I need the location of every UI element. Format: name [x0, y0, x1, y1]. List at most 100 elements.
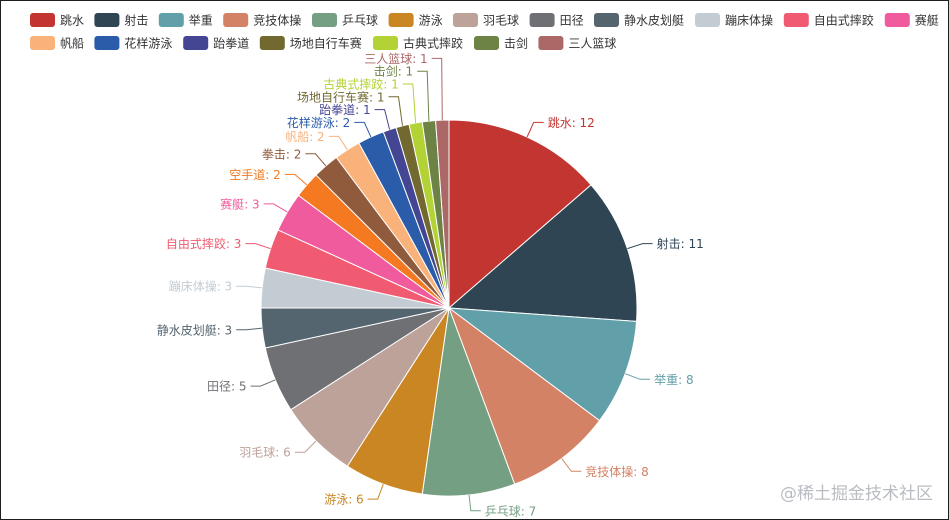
pie-slices — [260, 119, 638, 497]
label-line-item-7 — [294, 440, 317, 453]
pie-slice-item-1[interactable] — [448, 119, 592, 310]
legend-label: 静水皮划艇 — [624, 14, 684, 28]
legend-item-item-16[interactable]: 花样游泳 — [94, 36, 172, 51]
legend-label: 射击 — [124, 13, 148, 28]
legend-swatch — [223, 13, 249, 27]
legend-item-item-5[interactable]: 乒乓球 — [312, 13, 378, 28]
legend-item-item-7[interactable]: 羽毛球 — [453, 13, 519, 28]
legend-label: 乒乓球 — [342, 14, 378, 28]
slice-label-item-12: 赛艇: 3 — [220, 196, 260, 211]
label-line-item-2 — [627, 243, 653, 250]
slice-label-item-20: 击剑: 1 — [374, 64, 414, 79]
label-line-item-4 — [561, 458, 582, 472]
slice-labels: 跳水: 12 射击: 11 举重: 8 竞技体操: 8 乒乓球: 7 游泳: 6 羽毛球: … — [157, 51, 704, 518]
legend-swatch — [183, 36, 209, 50]
slice-label-item-1: 跳水: 12 — [548, 116, 595, 130]
legend-item-item-3[interactable]: 举重 — [158, 13, 213, 28]
legend-label: 蹦床体操 — [725, 13, 773, 28]
label-line-item-8 — [250, 379, 276, 387]
label-line-item-18 — [388, 96, 403, 126]
legend-label: 游泳 — [419, 14, 443, 28]
legend-swatch — [259, 36, 285, 50]
label-line-item-15 — [328, 135, 348, 151]
legend-item-item-18[interactable]: 场地自行车赛 — [259, 36, 362, 51]
legend-label: 场地自行车赛 — [290, 36, 362, 51]
legend-item-item-8[interactable]: 田径 — [529, 13, 584, 28]
slice-label-item-21: 三人篮球: 1 — [364, 51, 428, 66]
legend-swatch — [158, 13, 184, 27]
legend-item-item-21[interactable]: 三人篮球 — [538, 36, 616, 51]
legend-label: 三人篮球 — [568, 36, 616, 51]
slice-label-item-18: 场地自行车赛: 1 — [297, 89, 385, 104]
legend-item-item-6[interactable]: 游泳 — [388, 13, 443, 28]
legend-swatch — [529, 13, 555, 27]
slice-label-item-13: 空手道: 2 — [229, 168, 281, 182]
legend-swatch — [695, 13, 720, 27]
slice-label-item-5: 乒乓球: 7 — [485, 504, 537, 518]
legend-item-item-19[interactable]: 古典式摔跤 — [373, 36, 463, 51]
legend-swatch — [388, 13, 414, 27]
legend-swatch — [453, 13, 478, 27]
slice-label-item-2: 射击: 11 — [657, 236, 704, 251]
label-line-item-14 — [305, 153, 327, 167]
legend-label: 自由式摔跤 — [814, 13, 874, 28]
legend-item-item-12[interactable]: 赛艇 — [884, 13, 939, 28]
legend-swatch — [94, 36, 120, 50]
legend-swatch — [312, 13, 337, 27]
legend-swatch — [30, 13, 55, 27]
legend-item-item-1[interactable]: 跳水 — [30, 13, 84, 28]
legend-label: 羽毛球 — [483, 14, 519, 28]
slice-label-item-3: 举重: 8 — [654, 373, 694, 387]
pie-slice-item-2[interactable] — [447, 184, 638, 322]
slice-label-item-7: 羽毛球: 6 — [239, 446, 291, 460]
slice-label-item-17: 跆拳道: 1 — [319, 102, 371, 117]
pie-slice-item-5[interactable] — [421, 307, 516, 497]
legend-swatch — [30, 36, 55, 50]
legend-label: 帆船 — [60, 36, 84, 51]
legend-label: 花样游泳 — [124, 36, 172, 51]
legend-item-item-9[interactable]: 静水皮划艇 — [594, 13, 684, 28]
label-line-item-16 — [354, 121, 372, 138]
label-line-item-10 — [236, 285, 263, 289]
legend-item-item-4[interactable]: 竞技体操 — [223, 13, 301, 28]
legend: 跳水射击举重竞技体操乒乓球游泳羽毛球田径静水皮划艇蹦床体操自由式摔跤赛艇空手道拳… — [30, 13, 939, 51]
label-line-item-20 — [417, 70, 430, 122]
legend-item-item-10[interactable]: 蹦床体操 — [695, 13, 773, 28]
label-lines — [236, 57, 653, 512]
label-line-item-19 — [402, 83, 417, 124]
watermark: @稀土掘金技术社区 — [780, 484, 933, 504]
label-line-item-12 — [263, 203, 288, 213]
legend-swatch — [538, 36, 564, 50]
slice-label-item-4: 竞技体操: 8 — [585, 464, 649, 479]
label-line-item-1 — [526, 121, 544, 138]
pie-slice-item-21[interactable] — [435, 119, 450, 309]
legend-label: 田径 — [560, 14, 584, 28]
label-line-item-13 — [284, 173, 308, 186]
label-line-item-3 — [624, 373, 651, 380]
label-line-item-21 — [431, 57, 443, 121]
legend-swatch — [783, 13, 809, 27]
slice-label-item-15: 帆船: 2 — [285, 129, 325, 144]
legend-label: 跆拳道 — [213, 36, 249, 51]
legend-item-item-15[interactable]: 帆船 — [30, 36, 84, 51]
slice-label-item-19: 古典式摔跤: 1 — [323, 77, 399, 92]
legend-label: 击剑 — [504, 36, 528, 51]
legend-item-item-20[interactable]: 击剑 — [474, 36, 528, 51]
legend-swatch — [594, 13, 619, 27]
legend-label: 赛艇 — [915, 13, 939, 28]
slice-label-item-8: 田径: 5 — [207, 380, 247, 394]
legend-label: 竞技体操 — [253, 13, 301, 28]
slice-label-item-10: 蹦床体操: 3 — [169, 279, 233, 294]
legend-label: 古典式摔跤 — [403, 36, 463, 51]
legend-item-item-2[interactable]: 射击 — [94, 13, 148, 28]
label-line-item-5 — [468, 494, 481, 512]
pie-slice-item-4[interactable] — [447, 306, 601, 485]
legend-swatch — [474, 36, 499, 50]
slice-label-item-16: 花样游泳: 2 — [287, 115, 351, 130]
label-line-item-17 — [374, 109, 391, 130]
legend-item-item-11[interactable]: 自由式摔跤 — [783, 13, 874, 28]
legend-item-item-17[interactable]: 跆拳道 — [183, 36, 249, 51]
legend-label: 跳水 — [60, 14, 84, 28]
legend-swatch — [373, 36, 398, 50]
